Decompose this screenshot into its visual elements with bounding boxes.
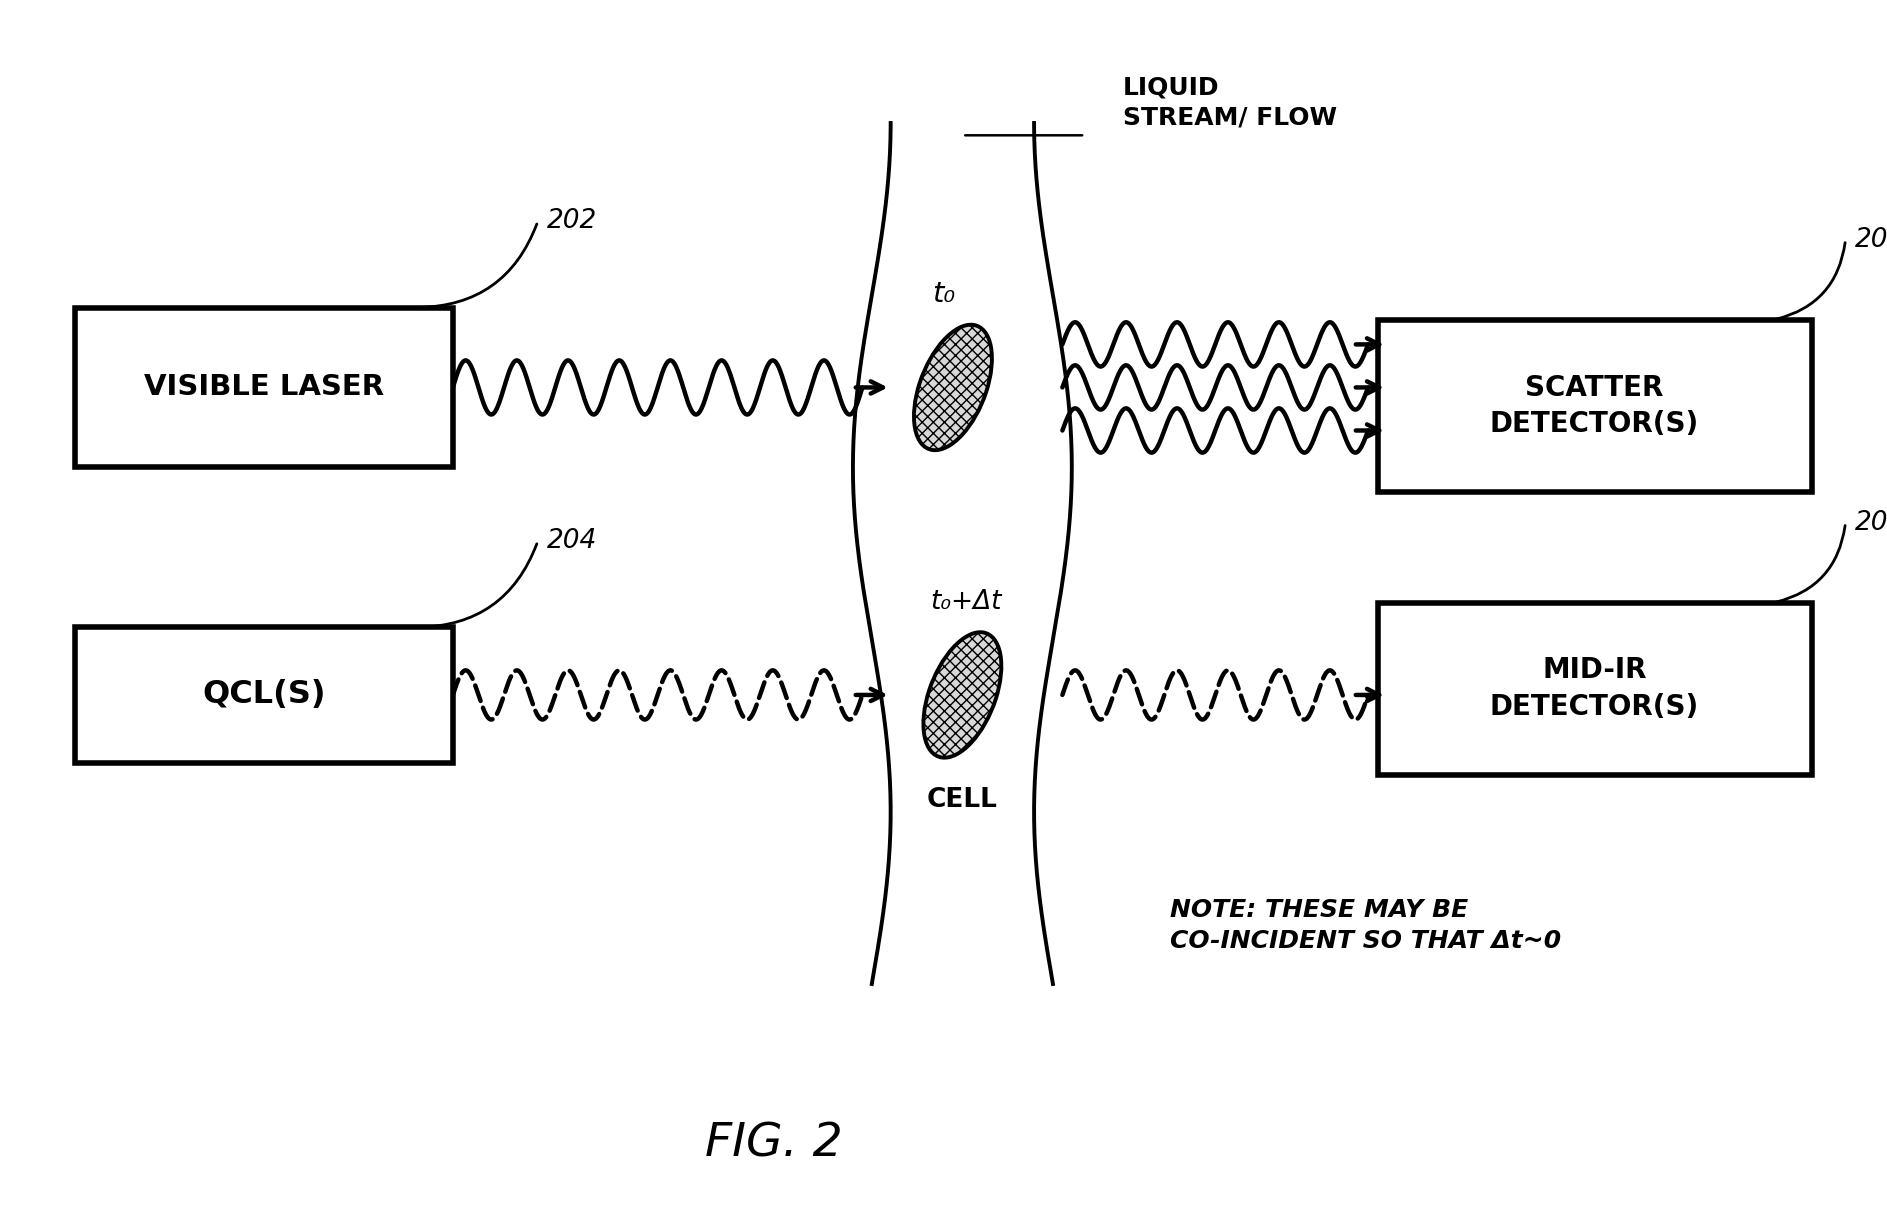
- Text: LIQUID
STREAM/ FLOW: LIQUID STREAM/ FLOW: [1123, 75, 1336, 129]
- FancyBboxPatch shape: [1378, 320, 1812, 492]
- Ellipse shape: [923, 632, 1002, 758]
- Text: VISIBLE LASER: VISIBLE LASER: [143, 374, 385, 401]
- Text: MID-IR
DETECTOR(S): MID-IR DETECTOR(S): [1491, 657, 1698, 721]
- FancyBboxPatch shape: [75, 627, 453, 763]
- Text: 204: 204: [547, 528, 598, 555]
- FancyBboxPatch shape: [1378, 603, 1812, 775]
- Text: 202: 202: [547, 208, 598, 235]
- Text: QCL(S): QCL(S): [202, 679, 326, 711]
- Text: 206: 206: [1855, 226, 1887, 253]
- Ellipse shape: [913, 325, 993, 450]
- Text: FIG. 2: FIG. 2: [706, 1122, 842, 1166]
- Text: NOTE: THESE MAY BE
CO-INCIDENT SO THAT Δt~0: NOTE: THESE MAY BE CO-INCIDENT SO THAT Δ…: [1170, 898, 1561, 953]
- FancyBboxPatch shape: [75, 308, 453, 467]
- Text: CELL: CELL: [927, 787, 998, 813]
- Text: SCATTER
DETECTOR(S): SCATTER DETECTOR(S): [1491, 374, 1698, 438]
- Text: t₀+Δt: t₀+Δt: [930, 589, 1002, 615]
- Text: 206: 206: [1855, 509, 1887, 536]
- Text: t₀: t₀: [932, 279, 955, 308]
